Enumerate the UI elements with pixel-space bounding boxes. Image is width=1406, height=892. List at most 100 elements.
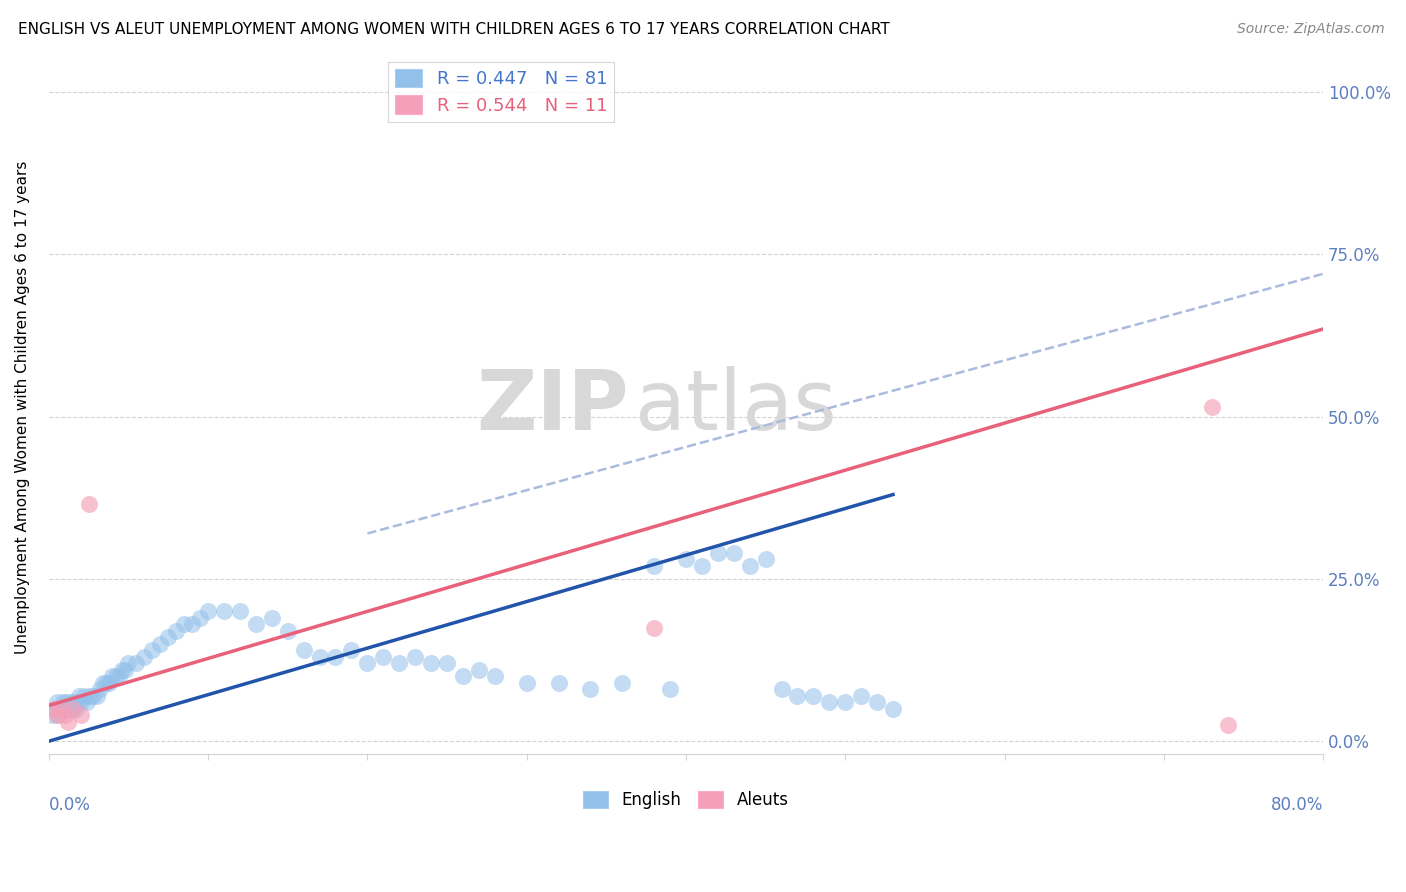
Point [76, 695, 98, 709]
Point [755, 552, 778, 566]
Point [79, 689, 101, 703]
Point [42, 702, 65, 716]
Point [114, 663, 136, 677]
Point [707, 546, 730, 560]
Text: Source: ZipAtlas.com: Source: ZipAtlas.com [1237, 22, 1385, 37]
Point [101, 669, 124, 683]
Point [60, 695, 83, 709]
Point [134, 649, 156, 664]
Point [73, 689, 96, 703]
Point [45, 708, 67, 723]
Y-axis label: Unemployment Among Women with Children Ages 6 to 17 years: Unemployment Among Women with Children A… [15, 161, 30, 654]
Point [62, 702, 84, 716]
Point [1201, 400, 1223, 414]
Point [165, 624, 187, 638]
Point [803, 689, 825, 703]
Point [579, 682, 602, 697]
Point [404, 649, 426, 664]
Point [292, 643, 315, 657]
Point [82, 689, 104, 703]
Text: 80.0%: 80.0% [1271, 796, 1323, 814]
Point [69, 695, 91, 709]
Point [44, 702, 66, 716]
Point [834, 695, 856, 709]
Point [659, 682, 682, 697]
Point [866, 695, 889, 709]
Point [181, 617, 204, 632]
Point [818, 695, 841, 709]
Point [260, 611, 283, 625]
Point [882, 702, 904, 716]
Point [66, 695, 89, 709]
Point [547, 675, 569, 690]
Point [157, 631, 180, 645]
Point [420, 657, 443, 671]
Point [125, 657, 148, 671]
Point [173, 617, 195, 632]
Point [373, 649, 395, 664]
Point [1216, 718, 1239, 732]
Point [690, 558, 713, 573]
Point [98, 675, 121, 690]
Point [67, 689, 90, 703]
Text: atlas: atlas [636, 367, 837, 448]
Point [49, 702, 72, 716]
Text: ZIP: ZIP [477, 367, 628, 448]
Point [786, 689, 808, 703]
Point [643, 621, 665, 635]
Text: ENGLISH VS ALEUT UNEMPLOYMENT AMONG WOMEN WITH CHILDREN AGES 6 TO 17 YEARS CORRE: ENGLISH VS ALEUT UNEMPLOYMENT AMONG WOME… [18, 22, 890, 37]
Point [277, 624, 299, 638]
Point [516, 675, 538, 690]
Point [325, 649, 347, 664]
Point [45, 695, 67, 709]
Point [675, 552, 697, 566]
Point [308, 649, 330, 664]
Point [94, 675, 117, 690]
Point [188, 611, 211, 625]
Point [356, 657, 378, 671]
Point [436, 657, 458, 671]
Point [141, 643, 163, 657]
Point [451, 669, 474, 683]
Point [62, 702, 84, 716]
Point [51, 702, 73, 716]
Point [56, 714, 79, 729]
Point [58, 702, 80, 716]
Point [643, 558, 665, 573]
Point [723, 546, 745, 560]
Point [55, 695, 77, 709]
Point [104, 669, 127, 683]
Point [63, 695, 86, 709]
Point [65, 702, 87, 716]
Point [212, 604, 235, 618]
Point [53, 702, 76, 716]
Point [52, 695, 75, 709]
Point [849, 689, 872, 703]
Point [69, 708, 91, 723]
Point [89, 682, 111, 697]
Point [229, 604, 252, 618]
Point [197, 604, 219, 618]
Point [41, 708, 63, 723]
Point [738, 558, 761, 573]
Legend: English, Aleuts: English, Aleuts [576, 784, 796, 815]
Point [86, 689, 108, 703]
Point [77, 497, 100, 511]
Point [468, 663, 491, 677]
Point [56, 702, 79, 716]
Point [46, 708, 69, 723]
Point [149, 637, 172, 651]
Point [245, 617, 267, 632]
Point [108, 669, 131, 683]
Point [91, 675, 114, 690]
Point [484, 669, 506, 683]
Point [388, 657, 411, 671]
Point [770, 682, 793, 697]
Point [53, 708, 76, 723]
Point [51, 702, 73, 716]
Point [340, 643, 363, 657]
Point [117, 657, 139, 671]
Point [111, 663, 134, 677]
Point [612, 675, 634, 690]
Text: 0.0%: 0.0% [49, 796, 90, 814]
